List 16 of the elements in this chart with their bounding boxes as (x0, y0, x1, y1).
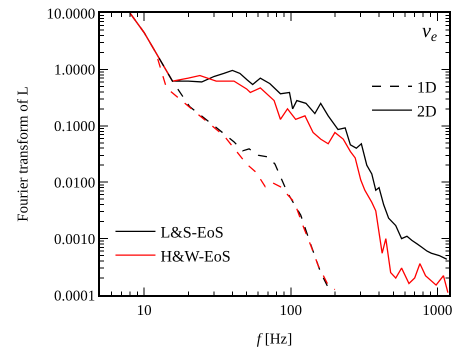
y-tick-label: 0.0001 (54, 288, 96, 304)
y-tick-label: 1.0000 (54, 62, 96, 79)
legend-label: H&W-EoS (160, 248, 231, 266)
y-tick-label: 0.0010 (54, 232, 96, 248)
annotation: ν$_{e}$ (422, 20, 438, 46)
x-tick-label: 1000 (422, 302, 452, 319)
x-axis-title: f [Hz] (256, 331, 292, 348)
y-tick-label: 0.0100 (54, 175, 96, 192)
legend-label: L&S-EoS (160, 224, 224, 242)
annotation: 1D (417, 80, 437, 97)
y-tick-label: 10.0000 (46, 6, 96, 22)
annotation: 2D (417, 103, 437, 120)
x-tick-label: 10 (136, 302, 152, 319)
y-tick-label: 0.1000 (54, 119, 96, 136)
x-tick-label: 100 (280, 302, 302, 319)
y-axis-title: Fourier transform of L (15, 86, 32, 222)
